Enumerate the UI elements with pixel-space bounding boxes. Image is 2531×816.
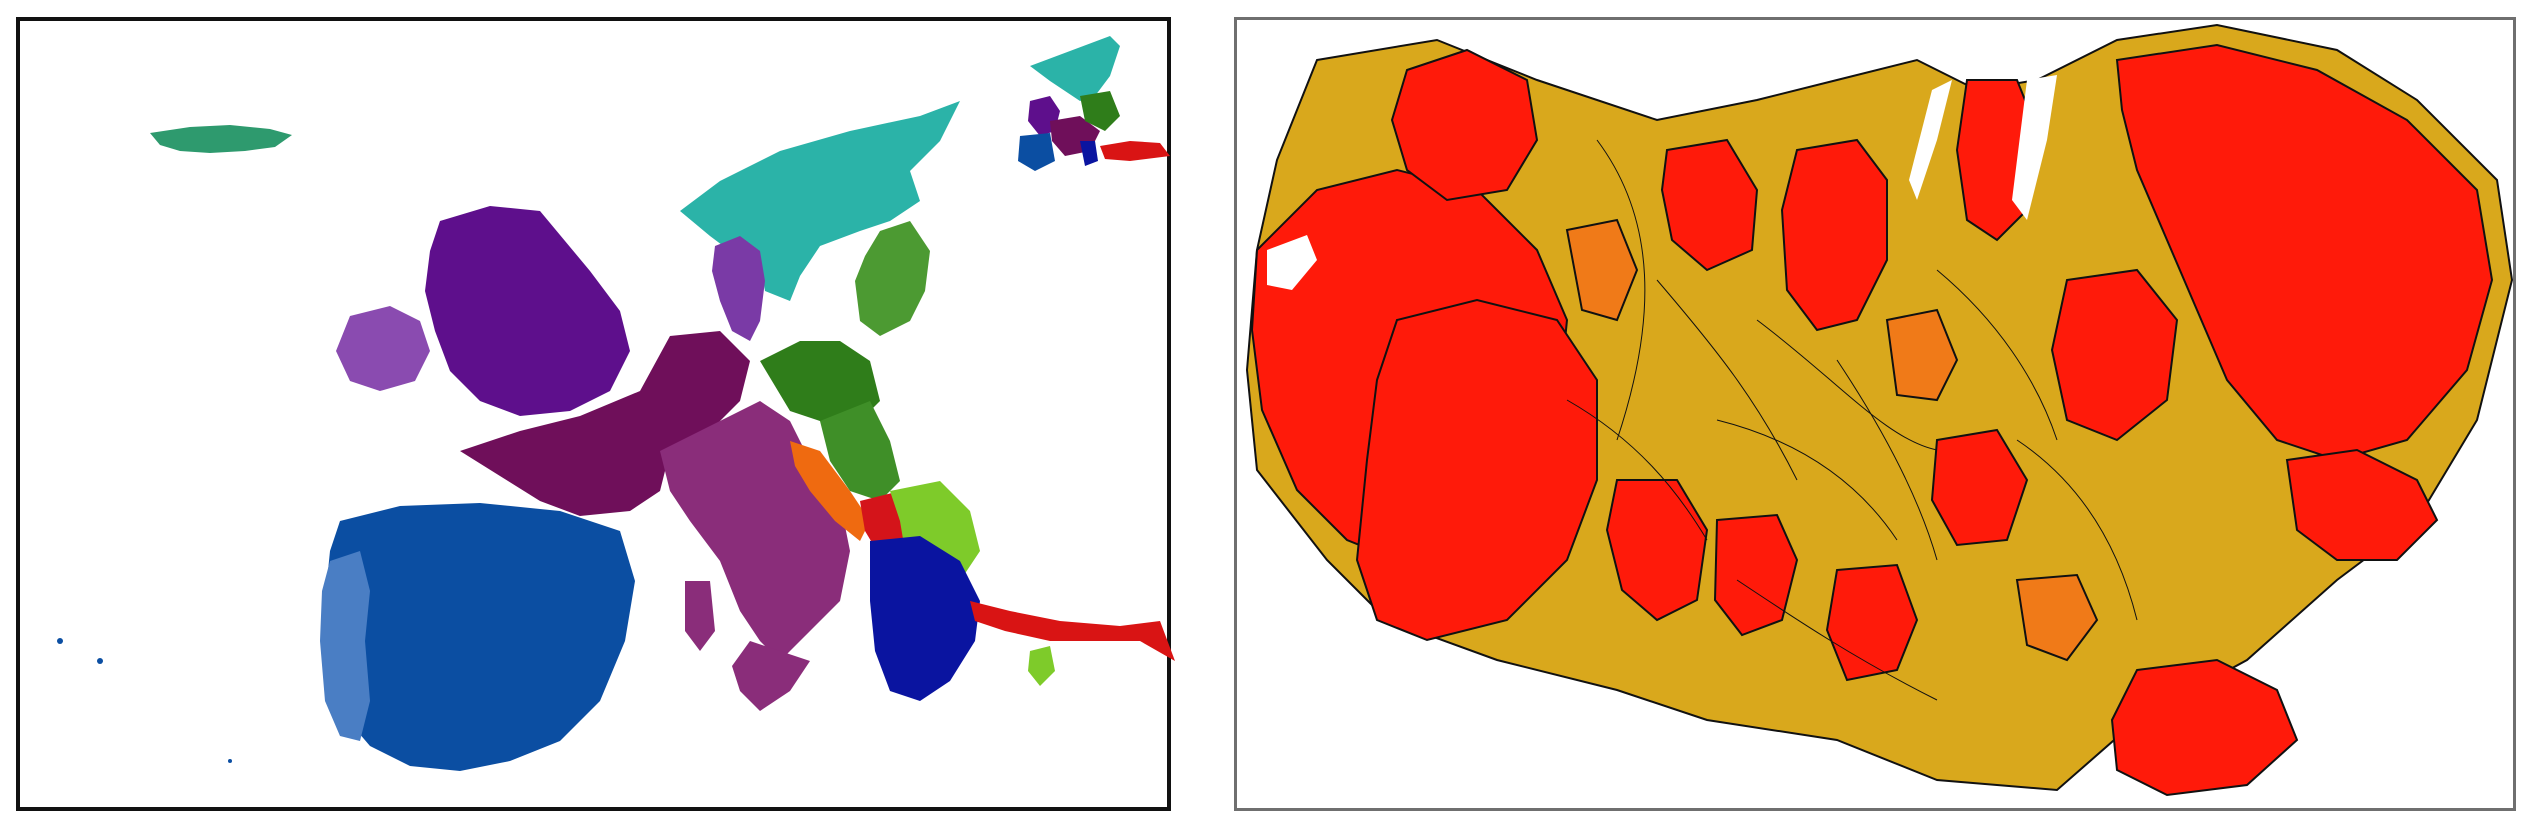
region-red-blob [1355, 298, 1598, 642]
region-poland [820, 401, 900, 501]
reference-inset-map [1018, 36, 1170, 171]
region-ireland [336, 306, 430, 391]
region-spain [325, 503, 635, 771]
region-italy [732, 641, 810, 711]
gap [1267, 235, 1317, 290]
region-red-blob [1660, 138, 1759, 272]
region-red-blob [1930, 428, 2029, 547]
mesh-lines [1566, 139, 2138, 701]
region-red-blob [2110, 658, 2299, 797]
region-red-blob [1825, 563, 1919, 682]
region-orange [790, 441, 870, 541]
regional-cartogram [1245, 23, 2514, 797]
region-orange-patch [2015, 573, 2099, 662]
region-orange-patch [1885, 308, 1959, 402]
region-sardinia [685, 581, 715, 651]
gap [2012, 75, 2057, 220]
region-norway [712, 236, 765, 341]
cartogram-panel-right [1234, 17, 2516, 811]
island-dot [57, 638, 63, 644]
region-red-blob [2115, 43, 2494, 462]
region-red-blob [2050, 268, 2179, 442]
region-small-island [1028, 646, 1055, 686]
region-red-blob [1605, 479, 1709, 622]
island-dot [228, 759, 232, 763]
gap [1909, 80, 1952, 200]
region-red-blob [2285, 448, 2439, 561]
region-red-blob [1780, 138, 1888, 332]
region-baltic [855, 221, 930, 336]
region-greece [870, 536, 980, 701]
island-dot [97, 658, 103, 664]
island-dot [617, 618, 623, 624]
region-turkey [970, 601, 1175, 661]
region-france [460, 331, 750, 516]
region-germany-east [760, 341, 880, 421]
cartogram-panel-left [16, 17, 1175, 811]
region-uk [425, 206, 630, 416]
youth-unemployment-cartogram [57, 36, 1175, 771]
region-red-blob [1390, 48, 1539, 202]
region-iceland [150, 125, 292, 153]
region-orange-patch [1565, 218, 1639, 322]
region-portugal [320, 551, 370, 741]
region-red-blob [1713, 513, 1799, 637]
right-map-caption [1500, 0, 1800, 2]
